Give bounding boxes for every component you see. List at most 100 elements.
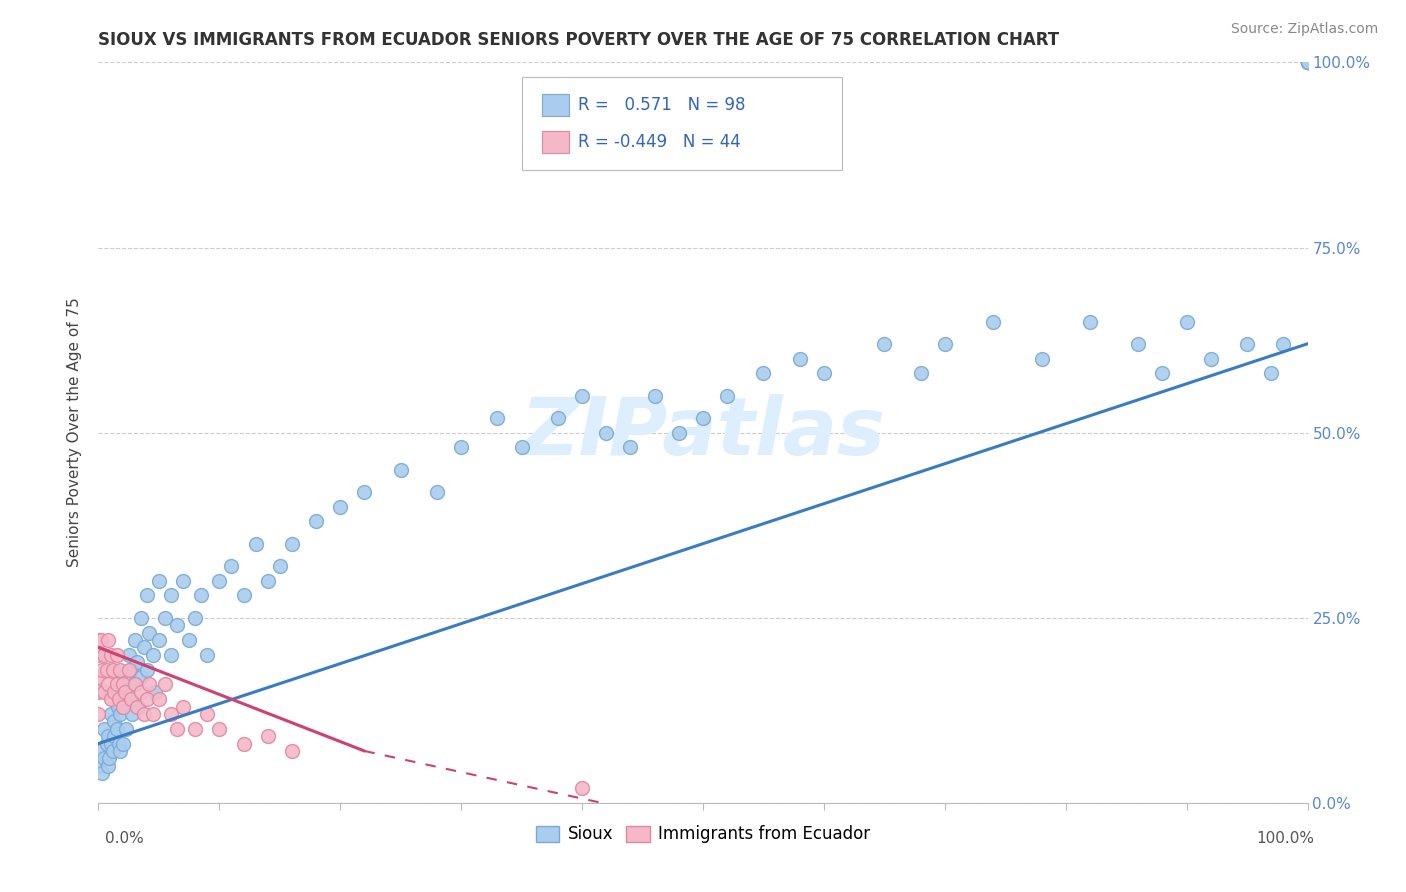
Point (184, 610, 207, 624)
Point (160, 589, 183, 603)
Point (105, 722, 128, 736)
Point (668, 425, 690, 440)
Point (184, 722, 207, 736)
Point (108, 692, 131, 706)
Point (619, 441, 641, 455)
Point (1296, 55, 1319, 70)
Point (256, 574, 278, 588)
Point (101, 663, 124, 677)
Point (91, 663, 114, 677)
Point (105, 677, 128, 691)
Point (129, 610, 152, 624)
Point (692, 410, 714, 425)
Point (813, 367, 835, 381)
Text: Source: ZipAtlas.com: Source: ZipAtlas.com (1230, 22, 1378, 37)
Point (93, 751, 115, 765)
Point (93, 722, 115, 736)
Point (97, 677, 120, 691)
Point (96, 737, 118, 751)
Text: R = -0.449   N = 44: R = -0.449 N = 44 (578, 133, 741, 151)
Point (87, 670, 110, 684)
Point (87, 706, 110, 721)
Point (195, 648, 218, 662)
Point (486, 410, 509, 425)
Point (329, 500, 352, 514)
Point (172, 574, 194, 588)
Point (644, 388, 666, 402)
Point (105, 685, 128, 699)
Point (1078, 314, 1101, 328)
Point (87, 632, 110, 647)
Point (100, 648, 122, 662)
Point (142, 648, 165, 662)
Point (547, 410, 569, 425)
Point (103, 714, 125, 729)
Point (269, 558, 291, 573)
Point (1236, 336, 1258, 351)
Point (111, 677, 134, 691)
Point (134, 640, 156, 655)
Point (208, 722, 231, 736)
Text: 100.0%: 100.0% (1257, 831, 1315, 846)
Point (114, 685, 136, 699)
Point (934, 336, 956, 351)
Point (172, 699, 194, 714)
Point (96, 663, 118, 677)
Point (135, 692, 157, 706)
Point (153, 610, 176, 624)
Point (87, 685, 110, 699)
Point (571, 388, 593, 402)
Point (281, 744, 304, 758)
Point (91, 766, 114, 780)
Point (1296, 55, 1319, 70)
Point (166, 722, 188, 736)
Point (118, 648, 141, 662)
Point (101, 744, 124, 758)
Text: SIOUX VS IMMIGRANTS FROM ECUADOR SENIORS POVERTY OVER THE AGE OF 75 CORRELATION : SIOUX VS IMMIGRANTS FROM ECUADOR SENIORS… (98, 31, 1060, 49)
Point (910, 367, 932, 381)
Point (873, 336, 896, 351)
Point (1272, 336, 1295, 351)
Bar (543, 130, 569, 153)
Point (981, 314, 1004, 328)
Point (138, 677, 160, 691)
Point (107, 699, 129, 714)
Point (97, 632, 120, 647)
Point (124, 677, 146, 691)
Legend: Sioux, Immigrants from Ecuador: Sioux, Immigrants from Ecuador (529, 819, 877, 850)
Point (118, 663, 141, 677)
Point (111, 699, 134, 714)
Point (114, 685, 136, 699)
Point (93, 648, 115, 662)
Point (1175, 314, 1198, 328)
Point (100, 706, 122, 721)
Point (256, 729, 278, 743)
Point (103, 729, 125, 743)
Point (108, 706, 131, 721)
Point (111, 737, 134, 751)
Point (108, 744, 131, 758)
Point (90, 744, 112, 758)
Point (100, 692, 122, 706)
Point (305, 515, 328, 529)
Point (716, 388, 738, 402)
Point (1296, 55, 1319, 70)
Point (789, 351, 811, 366)
Point (221, 558, 243, 573)
Point (97, 758, 120, 772)
Point (166, 618, 188, 632)
Point (190, 589, 212, 603)
Point (103, 685, 125, 699)
Point (120, 663, 142, 677)
Point (120, 692, 142, 706)
Point (1152, 367, 1174, 381)
Point (595, 425, 617, 440)
Point (389, 462, 412, 476)
Point (1296, 55, 1319, 70)
Point (111, 670, 134, 684)
Point (100, 737, 122, 751)
Point (160, 648, 183, 662)
FancyBboxPatch shape (522, 78, 842, 169)
Point (97, 729, 120, 743)
Point (118, 692, 141, 706)
